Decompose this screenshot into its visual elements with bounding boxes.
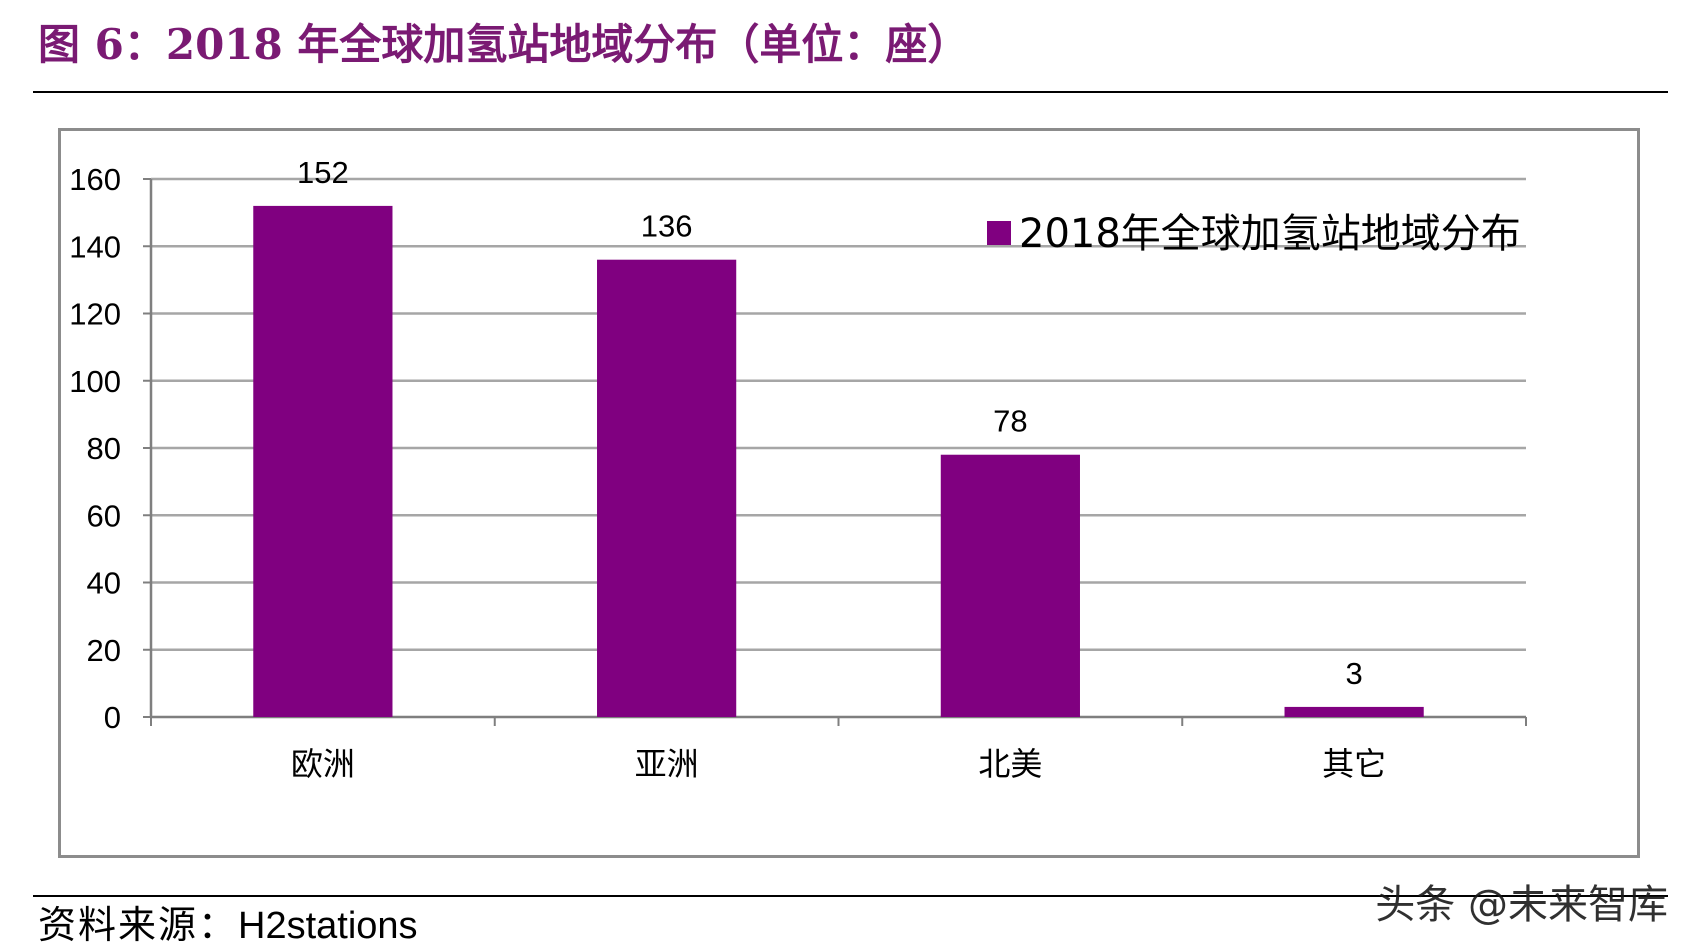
source-note: 资料来源：H2stations <box>38 900 418 951</box>
title-divider <box>33 91 1668 93</box>
category-label: 亚洲 <box>635 745 699 783</box>
data-label: 152 <box>297 155 349 190</box>
y-tick-label: 40 <box>87 566 121 601</box>
y-tick-label: 0 <box>104 700 121 735</box>
data-label: 136 <box>641 209 693 244</box>
data-label: 78 <box>993 404 1027 439</box>
y-tick-label: 120 <box>69 297 121 332</box>
bar <box>597 259 737 717</box>
y-tick-label: 20 <box>87 633 121 668</box>
bar <box>253 205 393 717</box>
bar <box>1284 706 1424 717</box>
bar-chart: 0 20 40 60 80 100 120 140 160 152 欧洲 136 亚洲 78 北美 3 其它 20… <box>69 155 1527 783</box>
category-label: 其它 <box>1322 745 1386 783</box>
source-label: 资料来源： <box>38 903 239 947</box>
watermark: 头条 @未来智库 <box>1375 882 1668 928</box>
chart-frame: 0 20 40 60 80 100 120 140 160 152 欧洲 136 亚洲 78 北美 3 其它 20… <box>58 128 1640 858</box>
footer-divider <box>33 895 1668 897</box>
y-tick-label: 80 <box>87 431 121 466</box>
category-label: 北美 <box>978 745 1042 783</box>
y-tick-label: 60 <box>87 498 121 533</box>
legend-label: 2018年全球加氢站地域分布 <box>1019 211 1521 257</box>
y-tick-label: 100 <box>69 364 121 399</box>
source-value: H2stations <box>238 905 418 947</box>
figure-title: 图 6：2018 年全球加氢站地域分布（单位：座） <box>38 20 970 69</box>
category-label: 欧洲 <box>291 745 355 783</box>
legend-swatch <box>987 221 1011 245</box>
y-tick-label: 160 <box>69 162 121 197</box>
y-tick-label: 140 <box>69 229 121 264</box>
bar <box>940 454 1080 717</box>
data-label: 3 <box>1346 656 1363 691</box>
